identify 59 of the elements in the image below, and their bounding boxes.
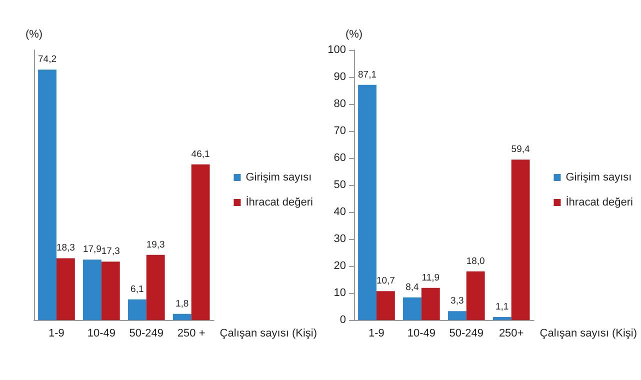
data-label: 8,4 [406,282,419,293]
data-label: 17,9 [82,244,102,256]
y-tick-label: 90 [334,71,346,83]
data-label: 6,1 [130,284,144,295]
legend-label: İhracat değeri [246,196,314,208]
x-tick-label: 1-9 [368,328,384,340]
y-tick-label: 70 [334,125,346,137]
data-label: 11,9 [422,272,440,284]
legend-label: İhracat değeri [566,196,634,208]
data-label: 3,3 [450,296,464,307]
y-tick-label: 10 [334,287,346,299]
bar [38,70,56,320]
data-label: 46,1 [191,148,210,160]
y-tick-label: 30 [334,233,346,245]
data-label: 18,3 [56,242,75,254]
data-label: 59,4 [511,144,530,156]
bar [403,297,422,320]
y-axis-title: (%) [25,28,43,40]
bar [128,299,146,320]
bar [492,317,512,320]
bar [448,311,466,320]
data-label: 87,1 [358,69,377,80]
x-axis-title: Çalışan sayısı (Kişi) [540,328,638,340]
y-tick-label: 0 [340,314,346,326]
y-axis-title: (%) [345,28,363,40]
x-axis-title: Çalışan sayısı (Kişi) [220,328,318,340]
legend-label: Girişim sayısı [566,172,632,184]
y-tick-label: 80 [334,98,346,110]
data-label: 17,3 [101,246,120,258]
x-tick-label: 250 + [177,328,206,340]
data-label: 10,7 [376,276,395,287]
x-tick-label: 10-49 [87,328,116,340]
y-tick-label: 100 [328,44,346,56]
bar [191,164,210,320]
x-tick-label: 1-9 [48,328,64,340]
bar [421,288,440,320]
y-tick-label: 50 [334,179,346,191]
bar [466,271,485,320]
bar [511,160,530,320]
data-label: 18,0 [466,256,485,267]
y-tick-label: 60 [334,152,346,164]
x-tick-label: 50-249 [129,328,164,340]
bar [172,314,192,320]
bar [101,262,120,320]
bar [376,291,395,320]
data-label: 19,3 [146,239,165,250]
y-tick-label: 20 [334,260,346,272]
bar [146,254,165,320]
data-label: 1,8 [176,298,189,310]
x-tick-label: 10-49 [407,328,436,340]
x-tick-label: 250+ [498,328,524,340]
legend-label: Girişim sayısı [246,172,312,184]
data-label: 1,1 [496,302,509,313]
bar [358,84,376,320]
y-tick-label: 40 [334,206,346,218]
data-label: 74,2 [38,54,57,66]
bar [56,258,75,320]
bar [83,260,102,320]
x-tick-label: 50-249 [449,328,484,340]
